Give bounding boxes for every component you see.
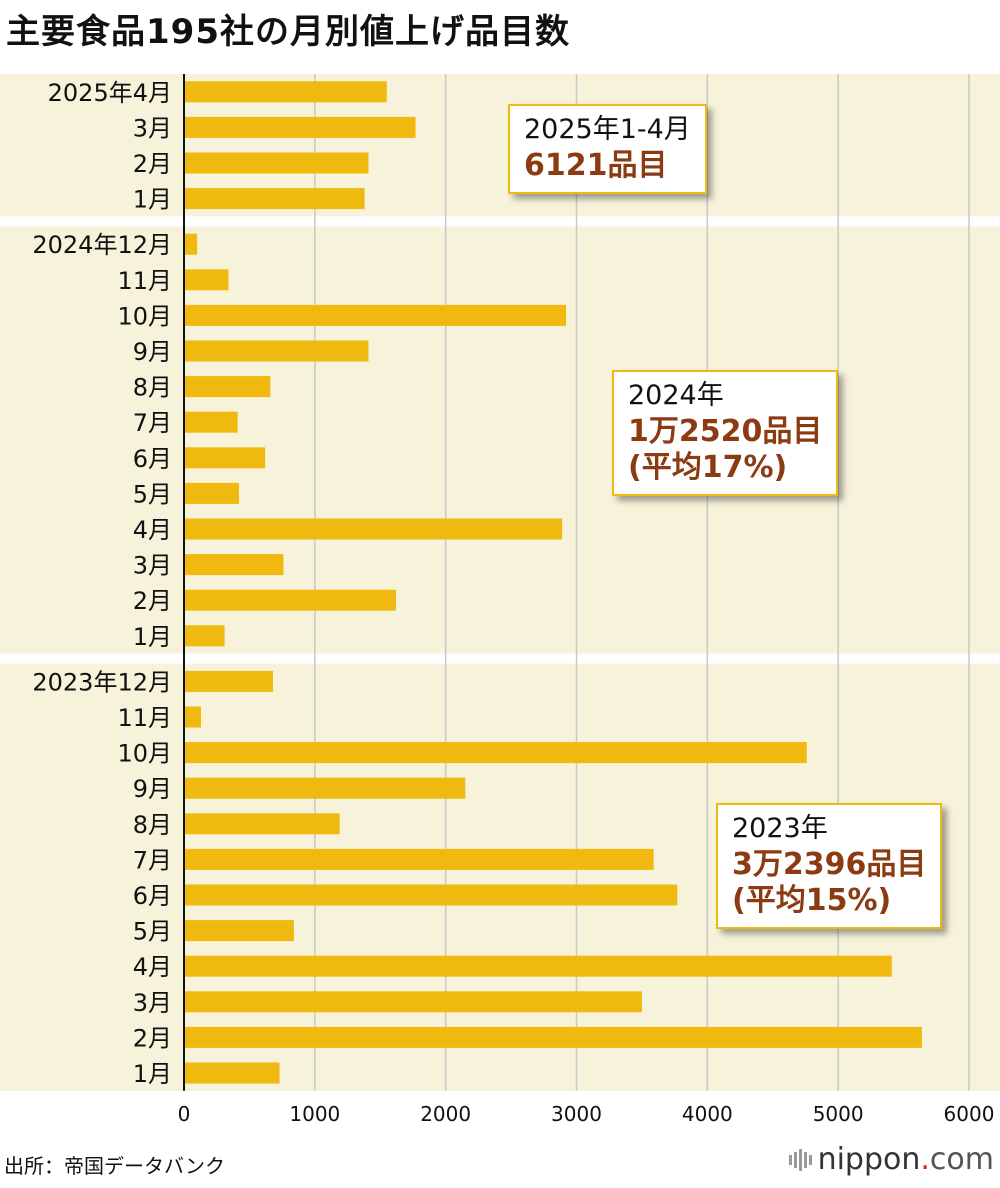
bar bbox=[184, 269, 229, 291]
callout-2023: 2023年 3万2396品目 (平均15%) bbox=[716, 803, 943, 929]
category-label: 10月 bbox=[117, 302, 172, 330]
chart-title: 主要食品195社の月別値上げ品目数 bbox=[6, 12, 570, 52]
category-label: 7月 bbox=[133, 409, 172, 437]
category-label: 6月 bbox=[133, 882, 172, 910]
category-label: 1月 bbox=[133, 1060, 172, 1088]
logo-text: nippon bbox=[817, 1142, 921, 1177]
bar bbox=[184, 340, 369, 362]
category-label: 8月 bbox=[133, 811, 172, 839]
callout-2024-average: (平均17%) bbox=[628, 450, 788, 485]
bar bbox=[184, 884, 678, 906]
category-label: 5月 bbox=[133, 480, 172, 508]
callout-2023-average: (平均15%) bbox=[732, 883, 892, 918]
bar bbox=[184, 482, 239, 504]
category-label: 2月 bbox=[133, 587, 172, 615]
bar bbox=[184, 152, 369, 174]
callout-2024-count: 1万2520品目 bbox=[628, 414, 823, 449]
category-label: 1月 bbox=[133, 623, 172, 651]
category-label: 3月 bbox=[133, 989, 172, 1017]
x-tick-label: 0 bbox=[178, 1102, 191, 1126]
logo-com: com bbox=[929, 1142, 994, 1177]
bar bbox=[184, 955, 892, 977]
nippon-logo: nippon. com bbox=[788, 1142, 994, 1177]
x-tick-label: 4000 bbox=[682, 1102, 733, 1126]
callout-2025: 2025年1-4月 6121品目 bbox=[508, 104, 707, 194]
bar bbox=[184, 116, 416, 138]
category-label: 11月 bbox=[117, 267, 172, 295]
bar bbox=[184, 188, 365, 210]
bar bbox=[184, 670, 273, 692]
bar bbox=[184, 625, 225, 647]
category-label: 11月 bbox=[117, 704, 172, 732]
category-label: 5月 bbox=[133, 918, 172, 946]
bar bbox=[184, 518, 563, 540]
category-label: 2月 bbox=[133, 1024, 172, 1052]
band-2025 bbox=[0, 74, 1000, 217]
callout-2024: 2024年 1万2520品目 (平均17%) bbox=[612, 370, 839, 496]
callout-2023-period: 2023年 bbox=[732, 813, 828, 844]
bar bbox=[184, 848, 654, 870]
category-label: 2024年12月 bbox=[32, 231, 172, 259]
callout-2025-period: 2025年1-4月 bbox=[524, 114, 691, 145]
bar-chart: 2025年4月 3月 2月 1月 2024年12月 11月 10月 9月 8月 7月 6月 5月 4月 3… bbox=[0, 74, 1000, 1126]
bar bbox=[184, 1026, 922, 1048]
bar bbox=[184, 920, 294, 942]
category-label: 6月 bbox=[133, 445, 172, 473]
bar bbox=[184, 813, 340, 835]
category-label: 4月 bbox=[133, 953, 172, 981]
category-label: 1月 bbox=[133, 186, 172, 214]
category-label: 10月 bbox=[117, 740, 172, 768]
callout-2023-count: 3万2396品目 bbox=[732, 847, 927, 882]
bar bbox=[184, 991, 642, 1013]
category-label: 9月 bbox=[133, 775, 172, 803]
logo-dot: . bbox=[920, 1142, 930, 1177]
x-tick-label: 5000 bbox=[813, 1102, 864, 1126]
x-tick-label: 2000 bbox=[420, 1102, 471, 1126]
x-tick-label: 6000 bbox=[944, 1102, 995, 1126]
category-label: 4月 bbox=[133, 516, 172, 544]
category-label: 3月 bbox=[133, 552, 172, 580]
category-label: 2月 bbox=[133, 150, 172, 178]
bar bbox=[184, 706, 202, 728]
category-label: 9月 bbox=[133, 338, 172, 366]
bar bbox=[184, 589, 396, 611]
category-label: 2023年12月 bbox=[32, 668, 172, 696]
bar bbox=[184, 81, 387, 103]
callout-2025-count: 6121品目 bbox=[524, 148, 668, 183]
bar bbox=[184, 1062, 280, 1084]
category-label: 8月 bbox=[133, 374, 172, 402]
bar bbox=[184, 376, 271, 398]
logo-bars-icon bbox=[788, 1148, 812, 1171]
category-label: 7月 bbox=[133, 846, 172, 874]
source-note: 出所：帝国データバンク bbox=[4, 1154, 225, 1178]
callout-2024-period: 2024年 bbox=[628, 380, 724, 411]
x-tick-label: 1000 bbox=[289, 1102, 340, 1126]
bar bbox=[184, 233, 198, 255]
bar bbox=[184, 447, 266, 469]
bar bbox=[184, 777, 466, 799]
category-label: 2025年4月 bbox=[48, 79, 172, 107]
x-tick-label: 3000 bbox=[551, 1102, 602, 1126]
bar bbox=[184, 554, 284, 576]
bar bbox=[184, 304, 567, 326]
bar bbox=[184, 411, 238, 433]
category-label: 3月 bbox=[133, 114, 172, 142]
bar bbox=[184, 742, 807, 764]
